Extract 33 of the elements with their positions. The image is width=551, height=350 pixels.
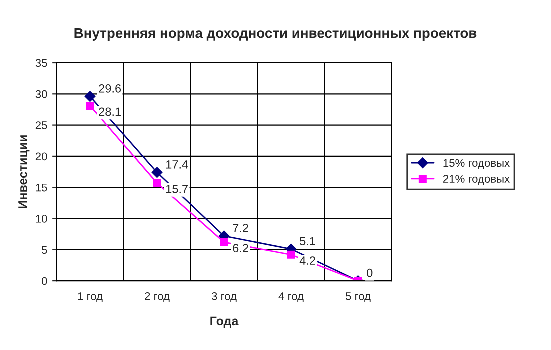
y-tick-label: 25 — [36, 122, 48, 130]
y-tick-label: 35 — [36, 59, 48, 68]
point — [86, 102, 94, 110]
x-tick-label: 5 год — [346, 292, 371, 302]
data-label: 28.1 — [99, 108, 121, 116]
y-tick-label: 0 — [42, 277, 48, 286]
data-label: 7.2 — [233, 224, 248, 232]
point — [220, 238, 228, 246]
chart-title: Внутренняя норма доходности инвестиционных проектов — [74, 28, 477, 41]
y-axis-title: Инвестиции — [18, 136, 30, 209]
x-tick-label: 2 год — [145, 292, 170, 302]
data-label: 0 — [367, 268, 373, 278]
data-label: 29.6 — [99, 84, 122, 93]
x-tick-label: 1 год — [78, 292, 103, 302]
data-label: 6.2 — [233, 244, 248, 253]
data-label: 17.4 — [166, 160, 188, 169]
point — [152, 167, 163, 178]
x-tick-label: 4 год — [278, 292, 304, 302]
y-tick-label: 20 — [36, 152, 48, 161]
data-label: 4.2 — [300, 256, 316, 265]
y-tick-label: 15 — [36, 184, 48, 192]
x-axis-title: Года — [210, 316, 239, 328]
data-label: 5.1 — [300, 237, 316, 246]
y-tick-label: 5 — [42, 246, 48, 254]
point — [153, 179, 162, 188]
legend-label: 15% годовых — [444, 159, 510, 170]
legend-label: 21% годовых — [443, 175, 510, 186]
point — [84, 91, 96, 102]
data-label: 15.7 — [166, 185, 188, 194]
point — [287, 250, 296, 259]
x-tick-label: 3 год — [212, 292, 237, 302]
y-tick-label: 10 — [36, 215, 48, 223]
y-tick-label: 30 — [36, 90, 48, 98]
